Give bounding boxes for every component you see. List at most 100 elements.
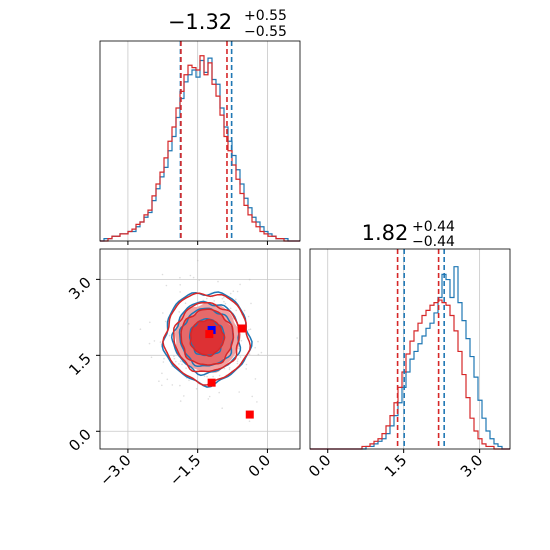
joint-x-tick-label: −1.5 (166, 451, 204, 489)
joint-sample-point (203, 375, 206, 378)
joint-sample-point (166, 378, 169, 381)
hist-y-title: 1.82 (362, 221, 409, 245)
joint-sample-point (213, 300, 215, 302)
joint-sample-point (243, 309, 246, 312)
joint-sample-point (257, 353, 260, 356)
joint-sample-point (153, 340, 156, 342)
hist-x-ticks (127, 241, 268, 245)
joint-sample-point (247, 315, 250, 318)
hist-y-tick-label: 3.0 (457, 451, 487, 481)
joint-panel: −3.0 −1.5 0.0 0.0 1.5 3.0 (65, 210, 301, 490)
joint-sample-point (178, 363, 180, 365)
joint-sample-point (198, 210, 200, 212)
joint-sample-point (223, 296, 225, 299)
joint-marker-red (237, 324, 246, 333)
joint-sample-point (212, 375, 214, 378)
joint-marker-red (245, 410, 254, 419)
joint-sample-point (179, 360, 182, 363)
joint-sample-point (248, 278, 251, 281)
joint-sample-point (158, 380, 160, 383)
joint-sample-point (260, 351, 263, 354)
joint-contour-line-blue (161, 291, 253, 388)
joint-sample-point (236, 360, 239, 363)
joint-sample-point (171, 384, 174, 386)
joint-sample-point (161, 273, 164, 276)
joint-sample-point (250, 302, 252, 305)
joint-sample-point (179, 384, 181, 387)
joint-sample-point (218, 374, 221, 377)
joint-y-tick-label: 3.0 (65, 273, 95, 303)
joint-sample-point (183, 395, 185, 397)
hist-x-title: −1.32 (168, 10, 232, 34)
hist-x-panel: −1.32 +0.55 −0.55 (99, 8, 301, 245)
joint-marker-red (207, 378, 216, 387)
joint-sample-point (248, 420, 251, 423)
joint-y-tick-label: 1.5 (65, 349, 95, 379)
joint-x-tick-label: 0.0 (245, 451, 275, 481)
joint-sample-point (257, 340, 259, 343)
joint-sample-point (188, 379, 190, 382)
joint-sample-point (249, 328, 252, 331)
joint-sample-point (164, 320, 167, 323)
joint-sample-point (254, 346, 256, 349)
joint-sample-point (256, 401, 258, 403)
joint-sample-point (232, 290, 235, 293)
joint-sample-point (178, 311, 180, 313)
joint-x-tick-label: −3.0 (96, 451, 134, 489)
hist-y-title-value: 1.82 (362, 221, 409, 245)
joint-sample-point (248, 329, 250, 331)
joint-sample-point (163, 357, 165, 360)
joint-sample-point (206, 375, 208, 378)
joint-sample-point (173, 355, 175, 358)
joint-sample-point (218, 391, 220, 394)
joint-sample-point (175, 360, 177, 363)
hist-x-frame (99, 40, 301, 242)
joint-sample-point (192, 276, 195, 279)
joint-sample-point (238, 391, 240, 393)
joint-contour-line-red (180, 308, 235, 366)
joint-sample-point (208, 395, 211, 398)
joint-sample-point (206, 297, 208, 300)
joint-sample-point (162, 361, 165, 363)
hist-x-gridlines (127, 41, 268, 241)
joint-contour-line-blue (188, 318, 225, 357)
joint-sample-point (239, 283, 241, 286)
joint-sample-point (223, 300, 225, 303)
joint-sample-point (229, 307, 232, 310)
joint-sample-point (236, 290, 239, 293)
joint-sample-point (185, 367, 187, 370)
joint-sample-point (179, 276, 181, 279)
hist-x-series (100, 55, 300, 242)
hist-y-tick-label: 0.0 (305, 451, 335, 481)
joint-sample-point (237, 347, 240, 350)
hist-x-series-red (100, 55, 300, 242)
joint-sample-point (150, 356, 153, 359)
joint-sample-point (207, 398, 210, 400)
joint-sample-point (159, 341, 162, 343)
joint-sample-point (181, 363, 183, 366)
hist-y-series-red (310, 299, 510, 450)
hist-x-series-blue (100, 57, 300, 242)
joint-y-tick-label: 0.0 (65, 425, 95, 455)
joint-sample-point (235, 298, 237, 301)
joint-sample-point (189, 274, 192, 277)
joint-sample-point (165, 284, 168, 287)
hist-y-panel: 0.0 1.5 3.0 1.82 +0.44 −0.44 (305, 219, 511, 481)
joint-sample-point (245, 363, 248, 366)
joint-sample-point (235, 309, 237, 312)
hist-y-title-sub: −0.44 (412, 234, 455, 250)
hist-x-quantile-lines (179, 41, 233, 241)
joint-sample-point (217, 280, 219, 283)
joint-marker-red (205, 330, 214, 339)
hist-x-title-sub: −0.55 (244, 24, 287, 40)
joint-sample-point (221, 407, 223, 410)
hist-x-title-sup: +0.55 (244, 8, 287, 24)
joint-sample-point (221, 297, 224, 300)
joint-marker-blue (207, 326, 216, 335)
joint-sample-point (173, 357, 176, 360)
joint-contour-line-red (162, 292, 252, 386)
joint-sample-point (240, 339, 243, 342)
hist-x-title-value: −1.32 (168, 10, 232, 34)
joint-sample-point (149, 321, 151, 324)
